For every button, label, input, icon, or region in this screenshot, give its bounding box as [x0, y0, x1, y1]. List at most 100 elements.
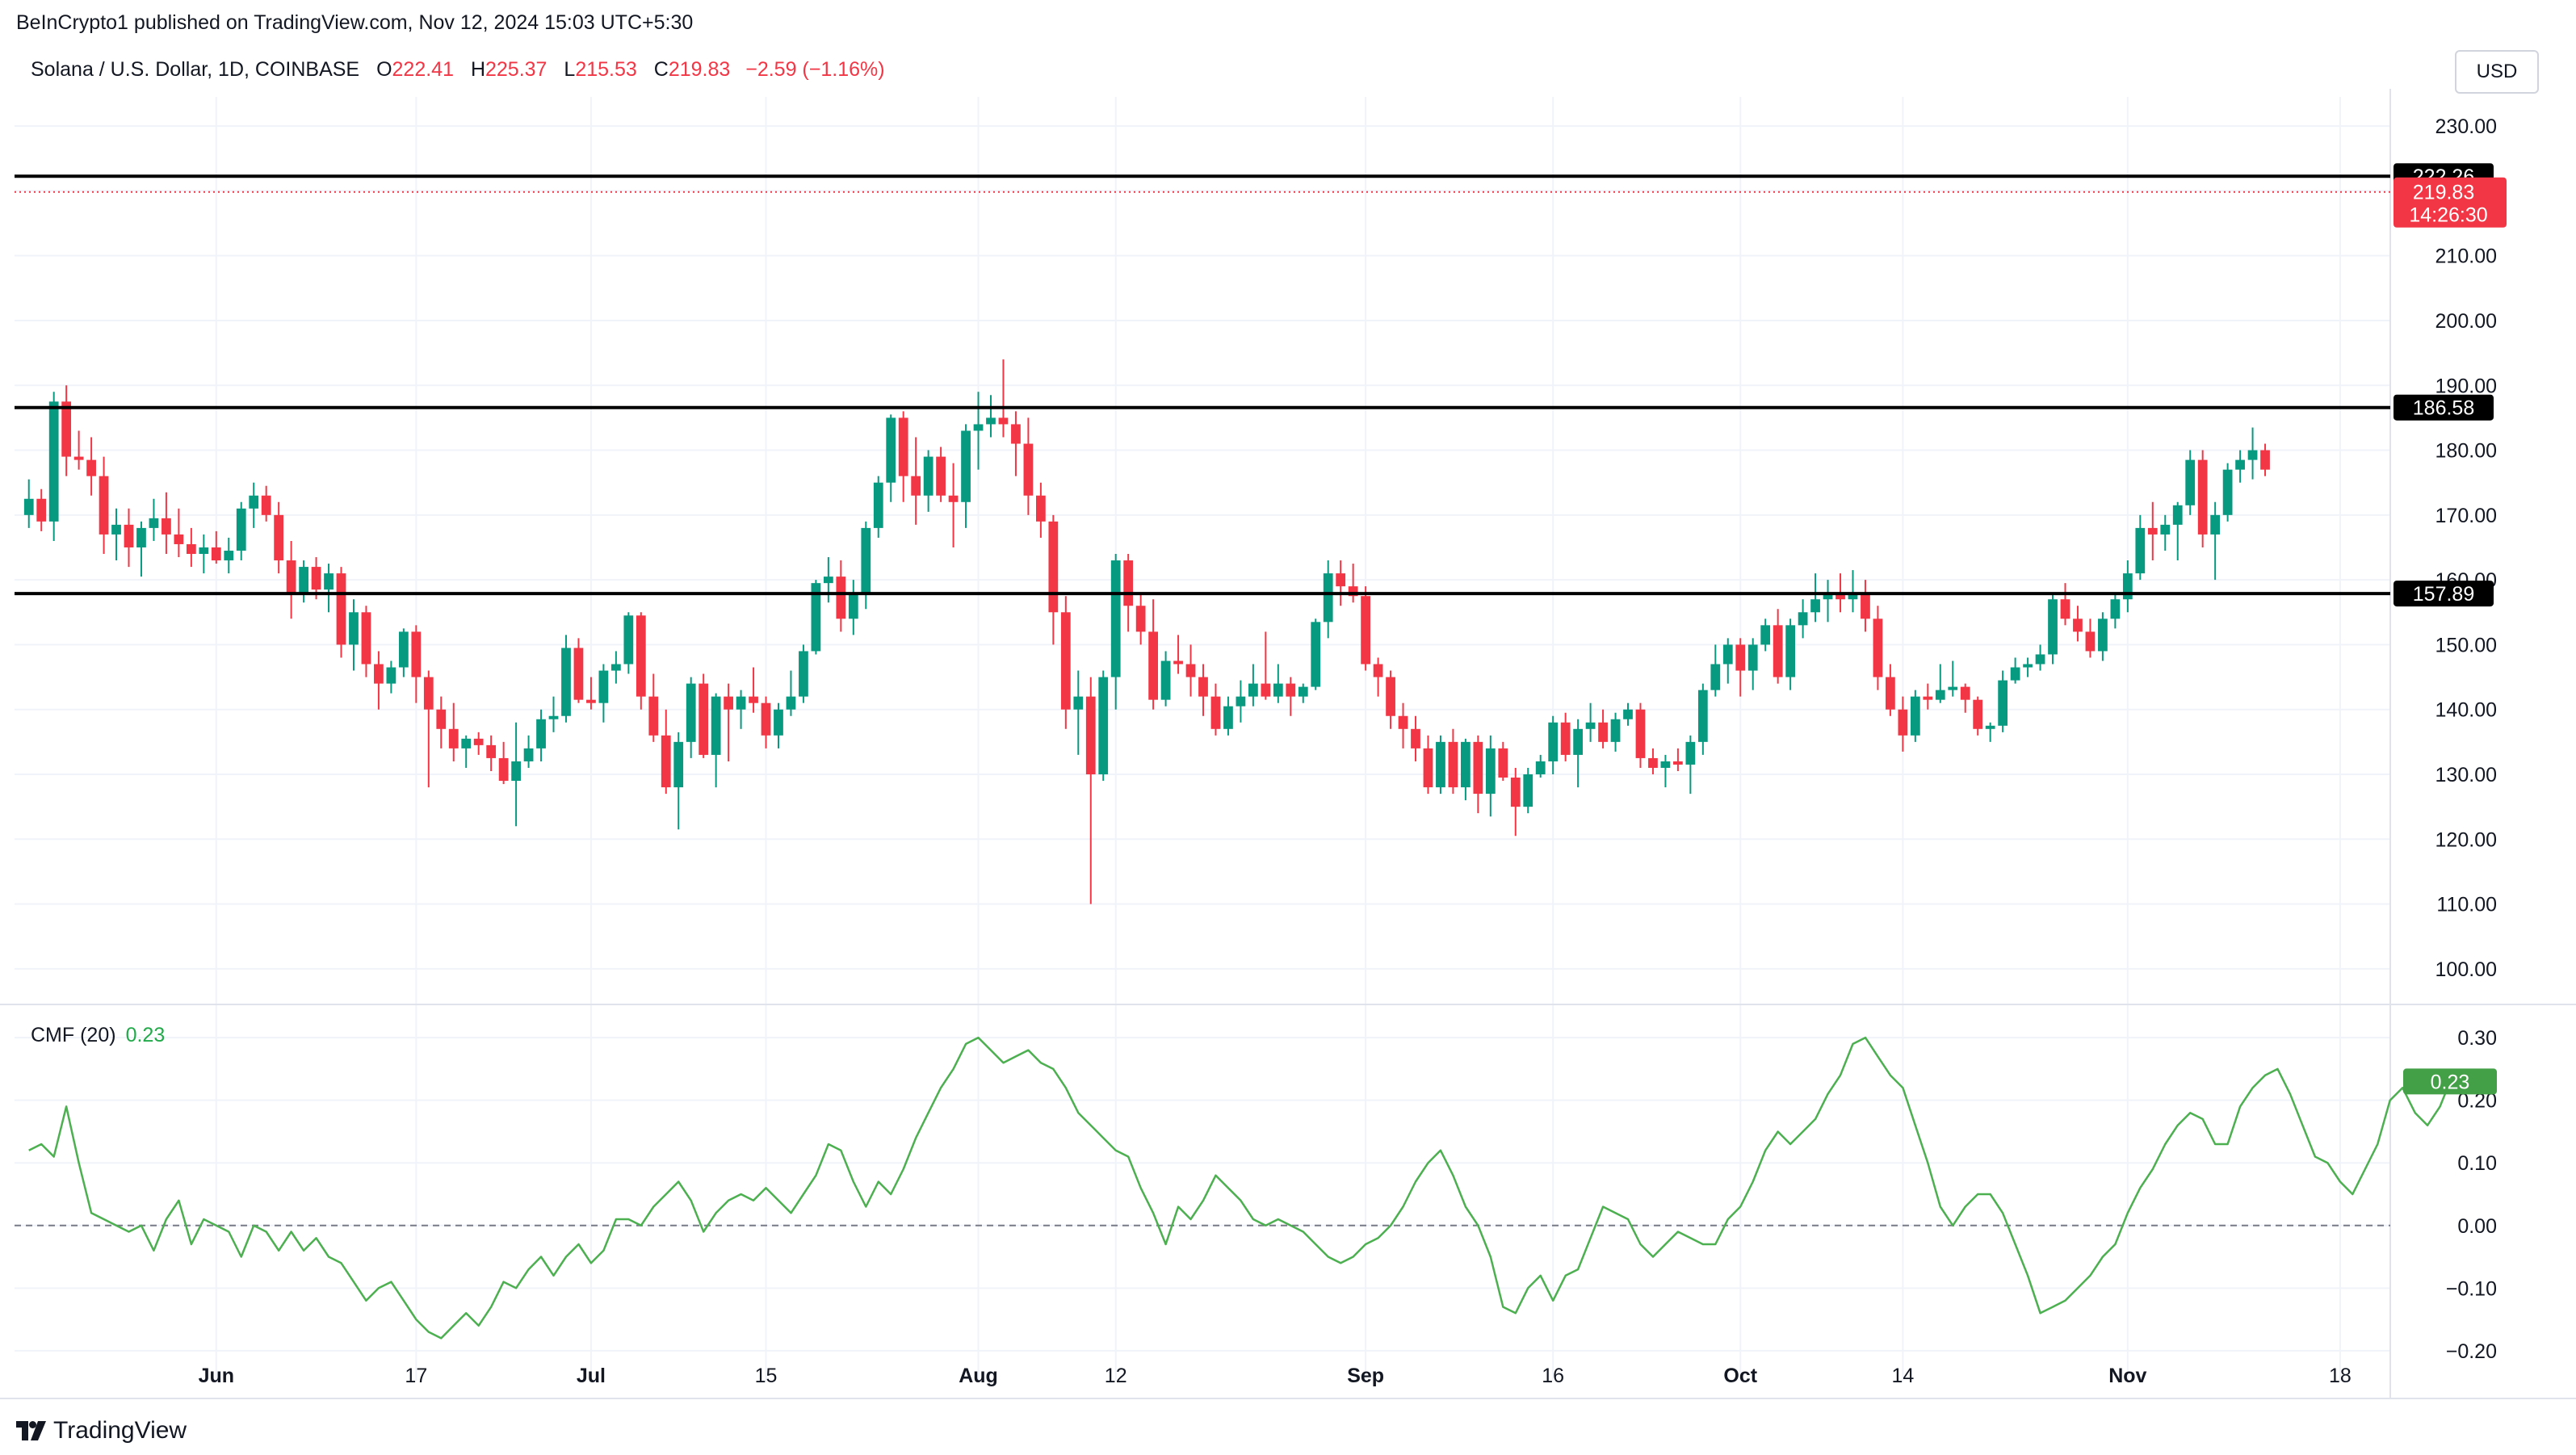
candle-body[interactable] — [523, 748, 534, 761]
candle-body[interactable] — [1747, 644, 1758, 671]
candle-body[interactable] — [1697, 690, 1708, 742]
candle-body[interactable] — [336, 573, 346, 645]
candle-body[interactable] — [398, 631, 409, 668]
candle-body[interactable] — [586, 699, 596, 703]
candle-body[interactable] — [1185, 664, 1196, 677]
candle-body[interactable] — [1898, 709, 1908, 736]
candle-body[interactable] — [1573, 728, 1584, 755]
candle-body[interactable] — [1411, 728, 1420, 748]
candle-body[interactable] — [249, 495, 259, 509]
candle-body[interactable] — [473, 738, 484, 745]
cmf-legend-name[interactable]: CMF (20) — [31, 1024, 116, 1046]
candle-body[interactable] — [1323, 573, 1333, 623]
candle-body[interactable] — [498, 757, 509, 782]
candle-body[interactable] — [1910, 696, 1920, 736]
candle-body[interactable] — [211, 547, 221, 561]
candle-body[interactable] — [2235, 459, 2245, 470]
candle-body[interactable] — [736, 696, 746, 710]
candle-body[interactable] — [299, 567, 308, 593]
candle-body[interactable] — [1336, 573, 1346, 587]
candle-body[interactable] — [936, 456, 946, 496]
candle-body[interactable] — [2185, 459, 2196, 505]
candle-body[interactable] — [1873, 618, 1883, 677]
candle-body[interactable] — [2122, 573, 2133, 600]
candle-body[interactable] — [761, 702, 771, 736]
candle-body[interactable] — [199, 547, 209, 555]
candle-body[interactable] — [1198, 677, 1208, 697]
candle-body[interactable] — [2210, 514, 2221, 535]
candle-body[interactable] — [973, 424, 984, 431]
candle-body[interactable] — [1236, 696, 1246, 707]
candle-body[interactable] — [1035, 495, 1046, 522]
candle-body[interactable] — [1610, 719, 1621, 742]
candle-body[interactable] — [2035, 654, 2045, 665]
candle-body[interactable] — [1535, 761, 1546, 775]
candle-body[interactable] — [961, 430, 971, 502]
candle-body[interactable] — [598, 670, 609, 703]
candle-body[interactable] — [2247, 450, 2258, 460]
candle-body[interactable] — [1648, 757, 1658, 768]
candle-body[interactable] — [1498, 748, 1508, 778]
candle-body[interactable] — [2085, 631, 2096, 652]
currency-button[interactable]: USD — [2455, 50, 2539, 94]
candle-body[interactable] — [162, 518, 171, 535]
candle-body[interactable] — [99, 476, 109, 535]
candle-body[interactable] — [311, 567, 321, 590]
candle-body[interactable] — [1585, 722, 1596, 729]
candle-body[interactable] — [1773, 625, 1783, 677]
candle-body[interactable] — [1798, 612, 1808, 626]
candle-body[interactable] — [2172, 505, 2183, 525]
candle-body[interactable] — [1098, 677, 1109, 775]
candle-body[interactable] — [686, 683, 696, 742]
candle-body[interactable] — [186, 543, 196, 555]
candle-body[interactable] — [636, 615, 646, 697]
candle-body[interactable] — [149, 518, 159, 528]
candle-body[interactable] — [573, 648, 584, 700]
candle-body[interactable] — [1110, 560, 1121, 677]
candle-body[interactable] — [1598, 722, 1608, 742]
candle-body[interactable] — [61, 401, 72, 457]
candle-body[interactable] — [448, 728, 459, 748]
candle-body[interactable] — [1836, 593, 1845, 600]
candle-body[interactable] — [1722, 644, 1733, 665]
candle-body[interactable] — [886, 417, 896, 483]
candle-body[interactable] — [2260, 450, 2270, 470]
cmf-series-line[interactable] — [28, 1036, 2466, 1340]
candle-body[interactable] — [361, 612, 371, 665]
symbol-label[interactable]: Solana / U.S. Dollar, 1D, COINBASE — [31, 58, 360, 81]
candle-body[interactable] — [124, 524, 134, 547]
candle-body[interactable] — [2060, 599, 2070, 619]
candle-body[interactable] — [1848, 593, 1858, 600]
candle-body[interactable] — [2010, 667, 2020, 681]
candle-body[interactable] — [1060, 612, 1071, 710]
candle-body[interactable] — [1923, 696, 1933, 700]
candle-body[interactable] — [1398, 715, 1408, 729]
candle-body[interactable] — [349, 612, 359, 645]
candle-body[interactable] — [648, 696, 659, 736]
candle-body[interactable] — [1386, 677, 1395, 716]
candle-body[interactable] — [436, 709, 447, 729]
candle-body[interactable] — [724, 696, 733, 710]
candle-body[interactable] — [374, 664, 384, 684]
candle-body[interactable] — [1373, 664, 1383, 677]
candle-body[interactable] — [986, 417, 996, 425]
candle-body[interactable] — [73, 456, 84, 460]
candle-body[interactable] — [623, 615, 634, 665]
candle-body[interactable] — [1135, 606, 1146, 632]
candle-body[interactable] — [749, 696, 758, 703]
candle-body[interactable] — [1548, 722, 1559, 761]
candle-body[interactable] — [1560, 722, 1571, 755]
candle-body[interactable] — [2197, 459, 2208, 535]
candle-body[interactable] — [923, 456, 933, 496]
candle-body[interactable] — [1685, 741, 1696, 765]
candle-body[interactable] — [948, 495, 959, 502]
candle-body[interactable] — [1073, 696, 1084, 710]
candle-body[interactable] — [1123, 560, 1134, 606]
candle-body[interactable] — [23, 498, 34, 515]
candle-body[interactable] — [1286, 683, 1296, 697]
candle-body[interactable] — [1261, 683, 1271, 697]
candle-body[interactable] — [411, 631, 422, 677]
candle-body[interactable] — [1948, 686, 1958, 690]
candle-body[interactable] — [998, 417, 1009, 425]
